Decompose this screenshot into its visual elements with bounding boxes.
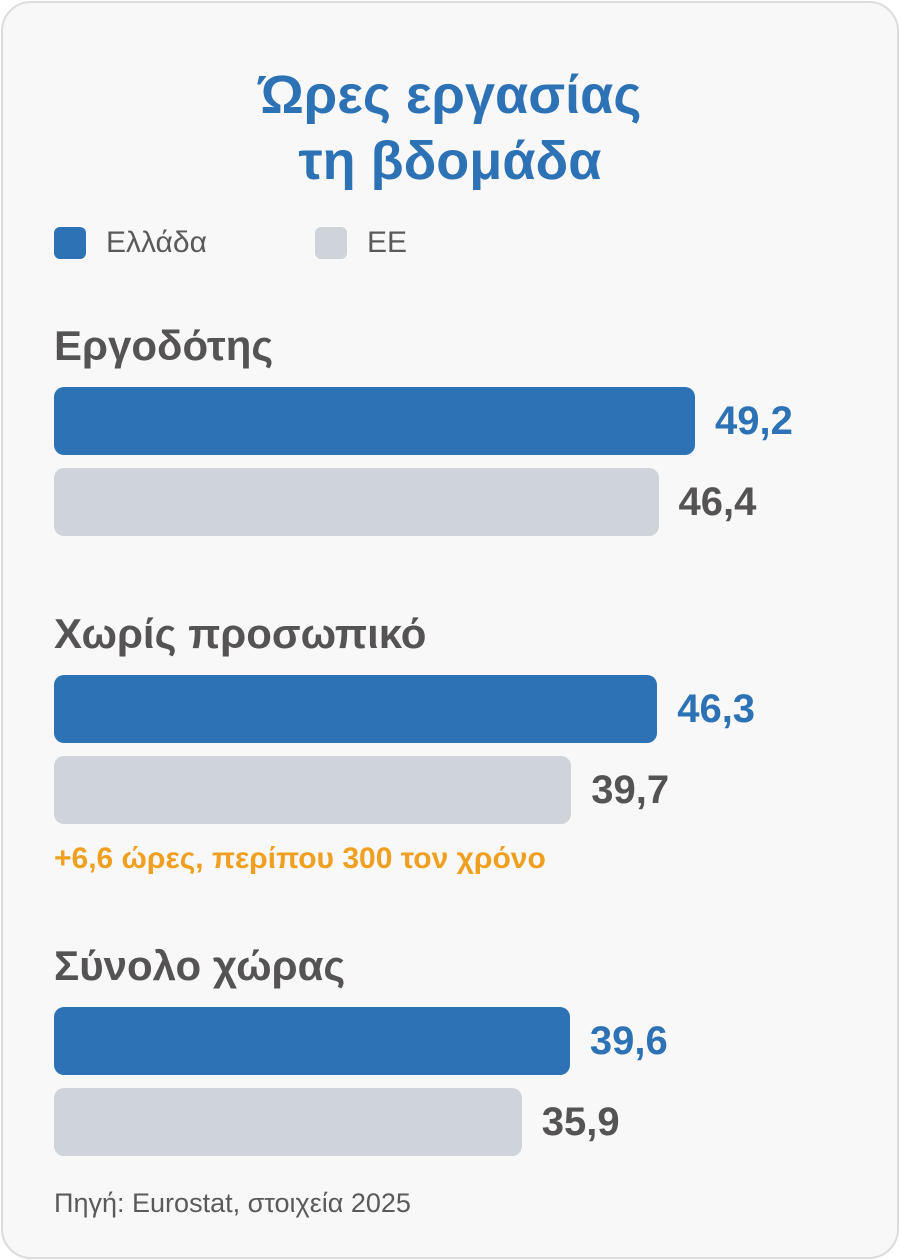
bar-no-staff-eu <box>54 756 572 824</box>
annotation-note: +6,6 ώρες, περίπου 300 τον χρόνο <box>54 842 546 875</box>
bar-country-total-greece <box>54 1007 570 1075</box>
value-label-country-total-eu: 35,9 <box>541 1100 620 1144</box>
legend-item-greece: Ελλάδα <box>54 226 207 260</box>
value-label-country-total-greece: 39,6 <box>589 1019 668 1063</box>
category-label-employer: Εργοδότης <box>54 322 274 369</box>
chart-title-line-2: τη βδομάδα <box>298 131 602 191</box>
bar-no-staff-greece <box>54 675 658 743</box>
bar-employer-eu <box>54 468 659 536</box>
bar-country-total-eu <box>54 1088 522 1156</box>
value-label-no-staff-eu: 39,7 <box>591 768 670 812</box>
chart-title-line-1: Ώρες εργασίας <box>258 65 642 125</box>
legend-swatch-eu <box>315 227 347 259</box>
value-label-employer-greece: 49,2 <box>715 399 793 443</box>
source-note: Πηγή: Eurostat, στοιχεία 2025 <box>54 1188 411 1218</box>
legend-label-greece: Ελλάδα <box>106 226 207 259</box>
value-label-no-staff-greece: 46,3 <box>677 687 756 731</box>
value-label-employer-eu: 46,4 <box>678 480 757 524</box>
legend-label-eu: ΕΕ <box>367 226 408 259</box>
legend-item-eu: ΕΕ <box>315 226 407 260</box>
category-label-country-total: Σύνολο χώρας <box>54 942 346 989</box>
bar-employer-greece <box>54 387 695 455</box>
category-label-no-staff: Χωρίς προσωπικό <box>54 610 427 657</box>
legend-swatch-greece <box>54 227 86 259</box>
chart-title: Ώρες εργασίας τη βδομάδα <box>0 62 900 194</box>
